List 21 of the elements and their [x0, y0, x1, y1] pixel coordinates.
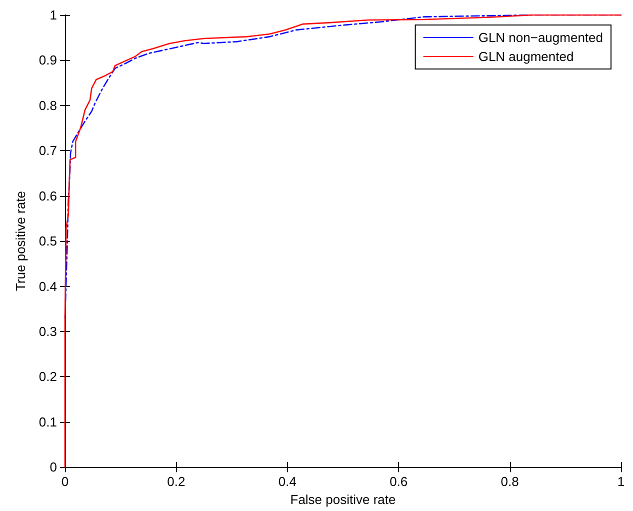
y-tick-label: 0.9 — [38, 52, 57, 68]
y-tick-label: 0.4 — [38, 278, 57, 294]
legend-label: GLN augmented — [478, 49, 574, 64]
y-tick-label: 0.2 — [38, 369, 57, 384]
x-tick-label: 0.4 — [278, 474, 296, 490]
y-tick-label: 0.8 — [38, 98, 57, 113]
x-tick-label: 1 — [617, 474, 625, 490]
x-tick-label: 0.6 — [390, 474, 408, 490]
legend-label: GLN non−augmented — [478, 30, 604, 45]
y-tick-label: 0.6 — [38, 188, 57, 204]
y-tick-label: 1 — [50, 8, 57, 22]
x-tick-label: 0 — [61, 474, 69, 490]
y-tick-label: 0.5 — [38, 234, 57, 249]
x-tick-label: 0.2 — [167, 474, 186, 490]
x-tick-label: 0.8 — [500, 474, 519, 490]
y-axis-title: True positive rate — [13, 191, 28, 292]
y-tick-label: 0 — [50, 460, 57, 475]
y-tick-label: 0.3 — [38, 324, 57, 339]
y-tick-label: 0.1 — [38, 414, 57, 430]
y-tick-label: 0.7 — [38, 143, 57, 158]
x-axis-title: False positive rate — [290, 492, 396, 507]
